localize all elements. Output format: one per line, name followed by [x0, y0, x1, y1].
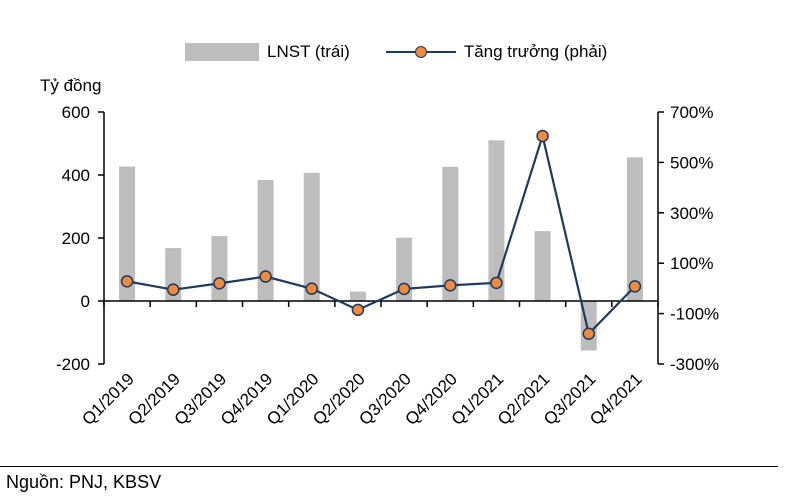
bar-Q1/2019	[119, 166, 136, 301]
legend-line-label: Tăng trưởng (phải)	[463, 42, 608, 61]
growth-point-Q3/2019	[213, 277, 226, 290]
growth-point-Q2/2021	[536, 129, 549, 143]
growth-point-Q2/2019	[167, 283, 180, 296]
growth-point-Q3/2020	[397, 282, 411, 296]
growth-point-Q4/2020	[444, 279, 457, 292]
y-right-tick-label: 700%	[670, 103, 713, 122]
chart-legend: LNST (trái) Tăng trưởng (phải)	[185, 42, 643, 62]
bar-Q3/2019	[211, 236, 228, 301]
source-note: Nguồn: PNJ, KBSV	[6, 472, 162, 492]
growth-point-Q4/2021	[628, 280, 642, 293]
y-right-tick-label: -100%	[670, 305, 719, 324]
source-divider	[0, 466, 778, 467]
growth-point-Q3/2021	[582, 327, 595, 341]
bar-Q4/2019	[257, 180, 274, 301]
growth-point-Q1/2020	[305, 282, 318, 295]
y-left-tick-label: 400	[62, 166, 90, 185]
bar-Q4/2020	[442, 166, 459, 301]
growth-point-Q4/2019	[259, 270, 272, 283]
legend-item-line: Tăng trưởng (phải)	[385, 42, 608, 62]
legend-line-swatch	[385, 43, 456, 61]
legend-bar-swatch	[185, 43, 259, 61]
y-right-tick-label: -300%	[670, 355, 719, 374]
growth-point-Q1/2019	[120, 275, 134, 288]
y-right-tick-label: 500%	[670, 153, 713, 172]
bar-Q2/2021	[534, 231, 551, 301]
y-right-tick-label: 100%	[670, 254, 713, 273]
y-left-tick-label: -200	[56, 355, 90, 374]
bar-Q1/2021	[488, 140, 505, 301]
bar-Q4/2021	[626, 157, 643, 301]
bar-Q2/2020	[349, 291, 366, 301]
y-axis-unit-label: Tỷ đồng	[40, 76, 102, 95]
legend-item-bar: LNST (trái)	[185, 42, 350, 62]
growth-point-Q2/2020	[351, 303, 365, 317]
y-left-tick-label: 600	[62, 103, 90, 122]
y-left-tick-label: 200	[62, 229, 90, 248]
legend-bar-label: LNST (trái)	[267, 42, 350, 61]
y-right-tick-label: 300%	[670, 204, 713, 223]
growth-line	[126, 131, 636, 336]
y-left-tick-label: 0	[81, 292, 90, 311]
x-tick-label: Q4/2021	[586, 369, 646, 429]
growth-point-Q1/2021	[490, 276, 503, 290]
bar-Q1/2020	[303, 172, 320, 301]
